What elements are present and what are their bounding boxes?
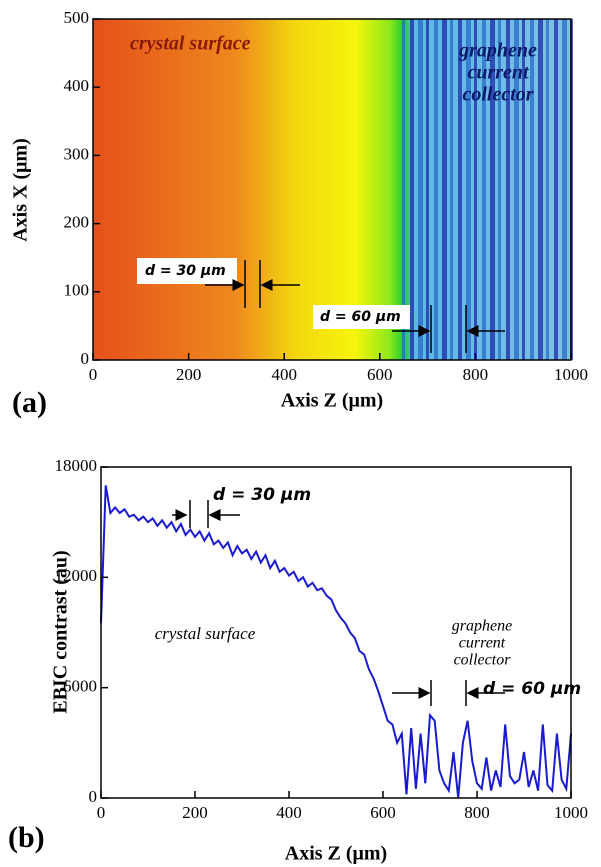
annotation: current bbox=[467, 62, 530, 84]
x-tick-label: 800 bbox=[463, 365, 489, 384]
annotation: d = 30 μm bbox=[213, 485, 311, 505]
collector-stripe bbox=[522, 19, 525, 360]
collector-stripe bbox=[562, 19, 567, 360]
annotation: d = 60 μm bbox=[483, 679, 581, 699]
y-tick-label: 0 bbox=[81, 349, 90, 368]
y-axis-label: EBIC contrast (au) bbox=[50, 550, 72, 713]
y-tick-label: 12000 bbox=[55, 566, 98, 585]
x-tick-label: 1000 bbox=[554, 803, 588, 822]
x-tick-label: 1000 bbox=[554, 365, 588, 384]
annotation: d = 30 μm bbox=[145, 263, 226, 279]
collector-stripe bbox=[434, 19, 438, 360]
x-tick-label: 400 bbox=[276, 803, 302, 822]
collector-stripe bbox=[418, 19, 423, 360]
plot-frame bbox=[92, 18, 572, 361]
collector-stripe bbox=[466, 19, 471, 360]
annotation: crystal surface bbox=[155, 624, 256, 643]
x-tick-label: 0 bbox=[89, 365, 98, 384]
annotation: collector bbox=[462, 84, 533, 106]
collector-stripe bbox=[482, 19, 486, 360]
collector-stripe bbox=[490, 19, 495, 360]
annotation: graphene bbox=[458, 40, 537, 62]
y-tick-label: 400 bbox=[64, 76, 90, 95]
x-tick-label: 400 bbox=[271, 365, 297, 384]
data-line bbox=[100, 485, 572, 799]
y-tick-label: 300 bbox=[64, 144, 90, 163]
collector-stripe bbox=[514, 19, 519, 360]
x-axis-label: Axis Z (μm) bbox=[285, 843, 387, 865]
annotation: crystal surface bbox=[130, 33, 251, 55]
collector-stripe bbox=[474, 19, 477, 360]
collector-stripe bbox=[402, 19, 405, 360]
annotation: collector bbox=[454, 652, 512, 669]
y-tick-label: 18000 bbox=[55, 456, 98, 475]
collector-stripe bbox=[458, 19, 462, 360]
x-tick-label: 200 bbox=[182, 803, 208, 822]
collector-stripe bbox=[426, 19, 429, 360]
y-tick-label: 200 bbox=[64, 213, 90, 232]
x-tick-label: 600 bbox=[370, 803, 396, 822]
collector-stripe bbox=[442, 19, 447, 360]
collector-stripe bbox=[530, 19, 534, 360]
annotation: d = 60 μm bbox=[320, 309, 401, 325]
x-tick-label: 200 bbox=[176, 365, 202, 384]
collector-stripe bbox=[498, 19, 501, 360]
y-axis-label: Axis X (μm) bbox=[10, 138, 32, 242]
collector-stripe bbox=[538, 19, 543, 360]
x-axis-label: Axis Z (μm) bbox=[281, 390, 383, 412]
y-tick-label: 0 bbox=[89, 787, 98, 806]
y-tick-label: 100 bbox=[64, 281, 90, 300]
x-tick-label: 800 bbox=[464, 803, 490, 822]
label-box bbox=[137, 258, 237, 284]
collector-stripe bbox=[450, 19, 453, 360]
x-tick-label: 600 bbox=[367, 365, 393, 384]
panel-label: (a) bbox=[12, 386, 47, 419]
collector-stripe bbox=[546, 19, 549, 360]
y-tick-label: 500 bbox=[64, 8, 90, 27]
x-tick-label: 0 bbox=[97, 803, 106, 822]
collector-stripe bbox=[410, 19, 414, 360]
collector-stripe bbox=[554, 19, 558, 360]
panel-label: (b) bbox=[8, 821, 45, 854]
plot-frame bbox=[100, 466, 572, 799]
label-box bbox=[313, 305, 410, 329]
annotation: current bbox=[459, 635, 506, 652]
annotation: graphene bbox=[452, 618, 512, 635]
collector-stripe bbox=[506, 19, 510, 360]
y-tick-label: 6000 bbox=[63, 677, 97, 696]
